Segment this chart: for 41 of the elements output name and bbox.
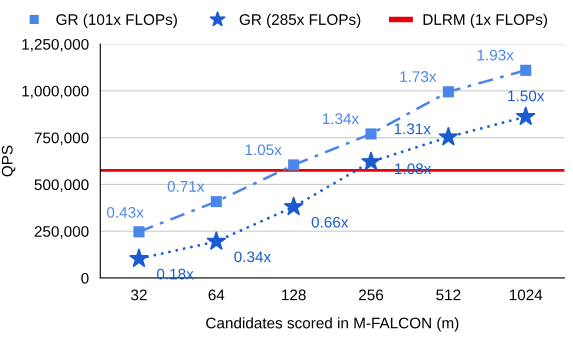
annotation: 0.43x	[106, 206, 144, 218]
annotation: 0.66x	[312, 216, 348, 228]
annotation: 1.34x	[322, 113, 359, 124]
point	[206, 231, 226, 250]
annotation: 1.05x	[246, 144, 282, 156]
annotation: 0.18x	[156, 268, 194, 280]
point	[438, 126, 458, 146]
point	[210, 196, 222, 208]
annotation: 0.71x	[168, 181, 204, 192]
point	[520, 64, 532, 76]
annotation: 1.50x	[508, 90, 544, 102]
point	[442, 86, 454, 98]
y-tick-label: 750,000	[34, 132, 89, 146]
point	[133, 226, 145, 238]
x-tick-label: 256	[359, 289, 384, 300]
x-tick-label: 1024	[510, 289, 542, 300]
point	[284, 196, 304, 216]
annotation: 1.08x	[395, 163, 432, 174]
x-tick-label: 512	[436, 289, 460, 300]
x-tick-label: 32	[131, 289, 147, 300]
y-tick-label: 1,250,000	[22, 38, 89, 52]
y-tick-label: 1,000,000	[22, 86, 89, 98]
point	[361, 151, 381, 170]
y-tick-label: 0	[81, 272, 89, 284]
annotation: 1.73x	[400, 71, 436, 82]
point	[129, 248, 149, 268]
y-axis-title: QPS	[2, 146, 16, 176]
annotation: 1.31x	[394, 123, 431, 134]
legend-label: GR (285x FLOPs)	[240, 14, 360, 28]
point	[365, 128, 377, 140]
x-tick-label: 64	[208, 289, 224, 300]
x-axis-title: Candidates scored in M-FALCON (m)	[206, 317, 458, 332]
annotation: 1.93x	[478, 50, 514, 60]
y-tick-label: 500,000	[34, 179, 89, 192]
legend-label: DLRM (1x FLOPs)	[424, 14, 548, 28]
y-tick-label: 250,000	[34, 226, 89, 239]
x-tick-label: 128	[282, 289, 306, 300]
point	[288, 159, 300, 171]
legend-label: GR (101x FLOPs)	[56, 14, 177, 28]
point	[516, 106, 536, 126]
annotation: 0.34x	[234, 251, 271, 262]
